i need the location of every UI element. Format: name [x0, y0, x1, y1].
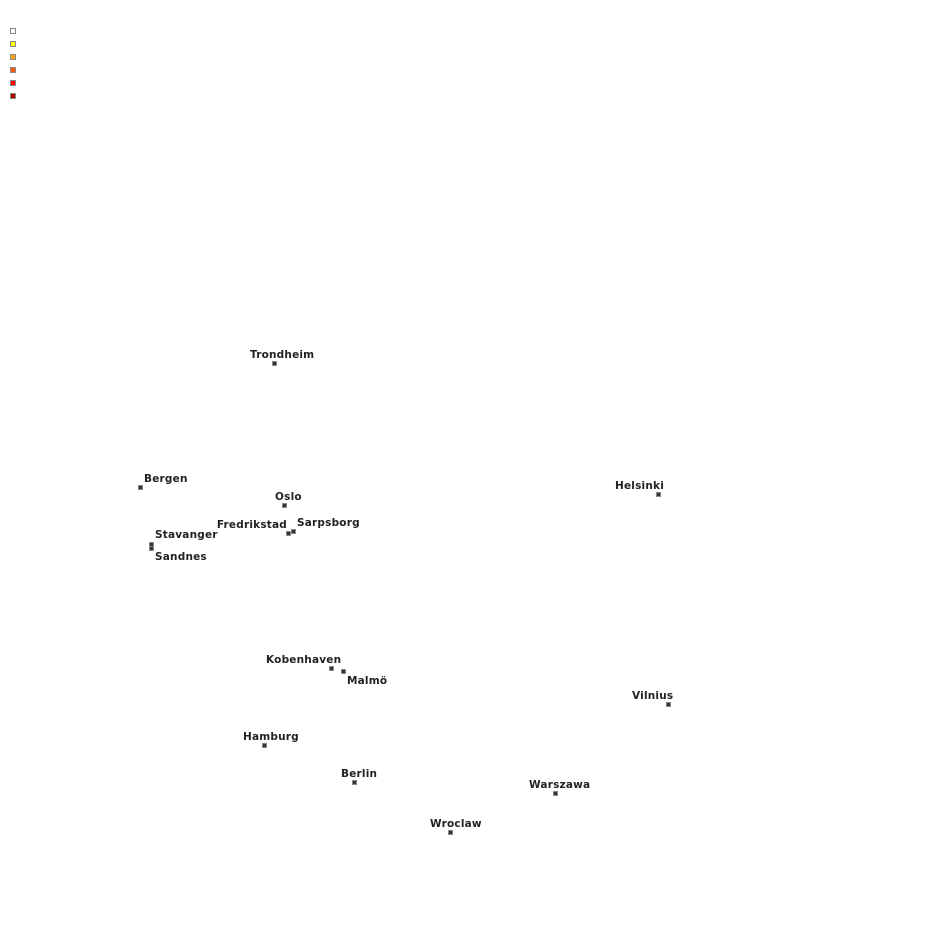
legend-swatch: [10, 28, 16, 34]
city-label: Vilnius: [632, 690, 674, 702]
city-marker-icon: [352, 780, 357, 785]
legend-swatch: [10, 54, 16, 60]
city-marker-icon: [291, 529, 296, 534]
city-label: Hamburg: [243, 731, 299, 743]
city-marker-icon: [149, 546, 154, 551]
city-label: Helsinki: [615, 480, 665, 492]
city-label: Trondheim: [250, 349, 315, 361]
city-label: Warszawa: [529, 779, 591, 791]
city-marker-icon: [666, 702, 671, 707]
city-marker-icon: [286, 531, 291, 536]
city-label: Sandnes: [155, 551, 207, 563]
legend-swatch: [10, 67, 16, 73]
city-label: Wroclaw: [430, 818, 482, 830]
city-label: Bergen: [144, 473, 188, 485]
city-marker-icon: [272, 361, 277, 366]
city-marker-icon: [262, 743, 267, 748]
city-label: Kobenhaven: [266, 654, 342, 666]
city-marker-icon: [341, 669, 346, 674]
legend-swatch: [10, 41, 16, 47]
city-label: Oslo: [275, 491, 302, 503]
city-label: Fredrikstad: [216, 519, 287, 531]
city-label: Malmö: [347, 675, 388, 687]
legend-swatch: [10, 93, 16, 99]
city-marker-icon: [282, 503, 287, 508]
city-label: Sarpsborg: [297, 517, 360, 529]
city-marker-icon: [656, 492, 661, 497]
city-label: Stavanger: [155, 529, 218, 541]
city-label: Berlin: [341, 768, 378, 780]
city-marker-icon: [448, 830, 453, 835]
city-marker-icon: [553, 791, 558, 796]
city-marker-icon: [329, 666, 334, 671]
city-marker-icon: [138, 485, 143, 490]
legend-swatch: [10, 80, 16, 86]
